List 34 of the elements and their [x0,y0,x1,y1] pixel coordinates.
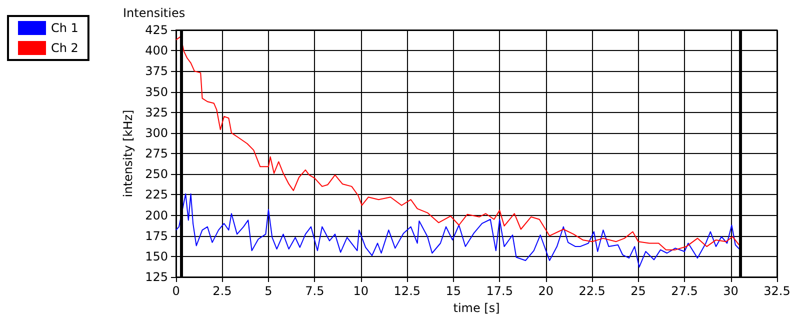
y-tick-label: 400 [145,44,168,58]
x-tick-label: 25 [630,284,646,298]
x-tick-label: 5 [264,284,272,298]
y-tick-label: 175 [145,228,168,243]
x-tick-label: 7.5 [305,284,324,298]
y-tick-label: 375 [145,64,168,78]
y-tick-label: 350 [145,84,168,99]
x-tick-label: 27.5 [671,284,698,298]
line-series [176,36,740,250]
legend-label: Ch 1 [51,21,78,35]
y-tick-label: 250 [145,167,168,182]
x-tick-label: 22.5 [578,284,606,298]
y-tick-label: 325 [145,105,168,120]
y-tick-label: 150 [145,249,168,264]
y-tick-label: 125 [145,270,168,284]
x-tick-label: 12.5 [394,284,421,298]
x-tick-label: 20 [538,284,554,298]
x-axis-title: time [s] [453,300,500,315]
chart-title: Intensities [123,6,186,20]
legend-label: Ch 2 [51,41,78,55]
line-series [176,193,741,268]
y-tick-label: 275 [145,146,168,160]
x-tick-label: 30 [723,284,738,298]
x-tick-label: 32.5 [764,284,790,298]
x-tick-label: 10 [353,284,369,298]
x-tick-label: 0 [172,284,180,298]
y-axis-title: intensity [kHz] [121,110,136,198]
y-tick-label: 200 [145,208,168,222]
y-tick-label: 425 [145,23,168,37]
x-tick-label: 15 [446,284,462,298]
x-tick-label: 2.5 [212,284,232,298]
y-tick-label: 300 [145,126,168,140]
y-tick-label: 225 [145,188,168,202]
x-tick-label: 17.5 [486,284,513,298]
